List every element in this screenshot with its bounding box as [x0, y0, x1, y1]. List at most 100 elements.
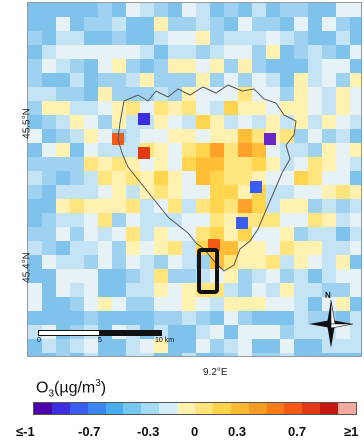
raster-cell: [56, 157, 70, 171]
raster-cell: [238, 297, 252, 311]
raster-cell: [210, 171, 224, 185]
raster-cell: [266, 73, 280, 87]
raster-cell: [336, 101, 350, 115]
raster-cell: [126, 45, 140, 59]
raster-cell: [56, 59, 70, 73]
raster-cell: [56, 269, 70, 283]
raster-cell: [182, 199, 196, 213]
raster-cell: [42, 185, 56, 199]
raster-cell: [238, 171, 252, 185]
raster-cell: [84, 311, 98, 325]
raster-cell: [84, 17, 98, 31]
raster-cell: [252, 297, 266, 311]
raster-cell: [252, 143, 266, 157]
raster-cell: [210, 185, 224, 199]
raster-cell-accent: [138, 147, 150, 159]
raster-cell: [266, 353, 280, 356]
raster-cell: [336, 339, 350, 353]
raster-cell: [140, 87, 154, 101]
raster-cell: [238, 227, 252, 241]
raster-cell: [84, 143, 98, 157]
raster-cell: [84, 241, 98, 255]
raster-cell: [266, 45, 280, 59]
raster-cell: [266, 17, 280, 31]
raster-cell: [98, 283, 112, 297]
raster-cell: [154, 129, 168, 143]
colorbar-swatch: [177, 403, 196, 414]
raster-cell: [280, 101, 294, 115]
raster-cell: [42, 129, 56, 143]
raster-cell: [98, 31, 112, 45]
raster-cell: [252, 157, 266, 171]
raster-cell: [140, 255, 154, 269]
raster-cell: [350, 157, 361, 171]
raster-cell: [280, 255, 294, 269]
raster-cell: [126, 87, 140, 101]
colorbar-swatch: [320, 403, 339, 414]
raster-cell: [322, 199, 336, 213]
raster-cell: [56, 353, 70, 356]
raster-cell: [42, 311, 56, 325]
raster-cell: [126, 311, 140, 325]
raster-cell: [42, 17, 56, 31]
raster-cell: [42, 227, 56, 241]
raster-cell: [238, 31, 252, 45]
colorbar-swatch: [302, 403, 321, 414]
raster-cell: [140, 73, 154, 87]
raster-cell: [112, 45, 126, 59]
raster-cell: [322, 45, 336, 59]
raster-cell: [266, 143, 280, 157]
raster-cell: [168, 171, 182, 185]
raster-cell: [224, 31, 238, 45]
raster-cell: [210, 157, 224, 171]
raster-cell: [196, 353, 210, 356]
raster-cell: [294, 227, 308, 241]
scale-label-5: 5: [98, 337, 102, 344]
raster-cell: [238, 17, 252, 31]
raster-cell: [98, 227, 112, 241]
raster-cell: [308, 297, 322, 311]
colorbar-swatch: [69, 403, 88, 414]
raster-cell: [168, 213, 182, 227]
raster-cell: [56, 339, 70, 353]
map-panel[interactable]: [27, 2, 362, 357]
raster-cell: [322, 87, 336, 101]
raster-cell: [350, 227, 361, 241]
raster-cell: [336, 325, 350, 339]
raster-cell: [154, 157, 168, 171]
raster-cell-accent: [138, 113, 150, 125]
raster-cell: [308, 129, 322, 143]
raster-cell: [56, 213, 70, 227]
raster-cell: [84, 115, 98, 129]
raster-cell: [56, 101, 70, 115]
raster-cell: [224, 101, 238, 115]
raster-cell: [126, 31, 140, 45]
raster-cell: [322, 185, 336, 199]
raster-cell: [182, 283, 196, 297]
raster-cell: [112, 87, 126, 101]
raster-cell: [196, 199, 210, 213]
raster-cell: [112, 3, 126, 17]
raster-cell: [112, 59, 126, 73]
raster-cell: [308, 185, 322, 199]
raster-cell: [280, 199, 294, 213]
raster-cell: [126, 157, 140, 171]
raster-cell: [70, 213, 84, 227]
raster-cell: [210, 227, 224, 241]
raster-cell: [154, 227, 168, 241]
raster-cell: [126, 3, 140, 17]
raster-cell: [126, 199, 140, 213]
raster-cell: [210, 353, 224, 356]
raster-cell: [252, 101, 266, 115]
raster-cell: [294, 171, 308, 185]
raster-cell: [70, 311, 84, 325]
raster-cell: [168, 185, 182, 199]
raster-cell: [224, 241, 238, 255]
raster-cell: [280, 339, 294, 353]
raster-cell: [84, 3, 98, 17]
raster-cell: [70, 73, 84, 87]
raster-cell: [42, 297, 56, 311]
raster-cell: [28, 213, 42, 227]
raster-cell: [112, 283, 126, 297]
raster-cell: [336, 283, 350, 297]
